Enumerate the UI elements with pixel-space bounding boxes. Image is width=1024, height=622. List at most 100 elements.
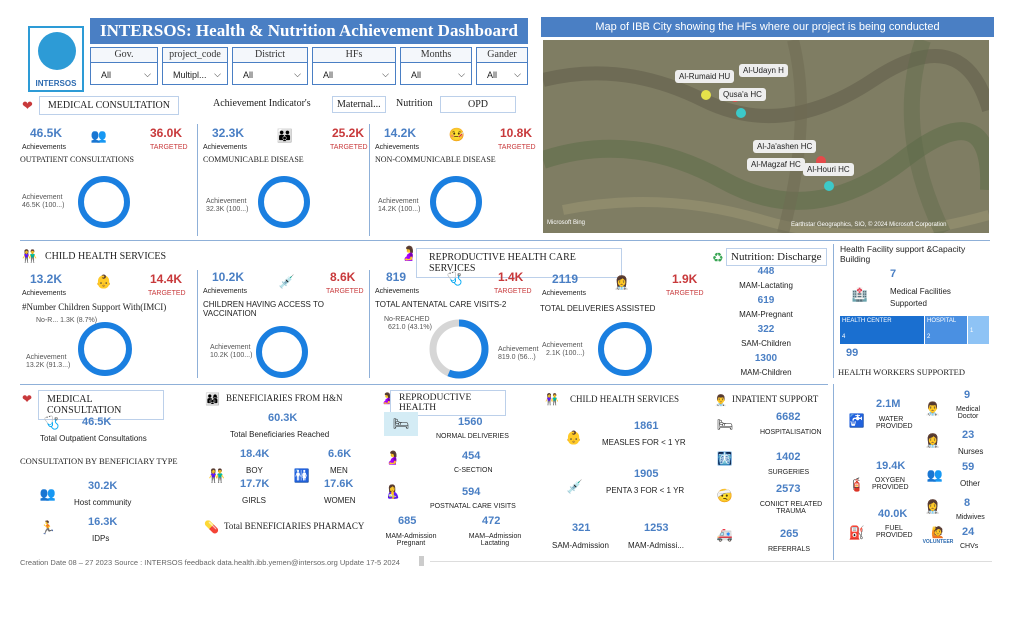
no-reached-value: 621.0 (43.1%) [388, 324, 432, 331]
outpatient-ring [78, 176, 130, 228]
host-label: Host community [74, 498, 132, 507]
hf-marker[interactable] [736, 108, 746, 118]
vaccination-ring [256, 326, 308, 378]
tab-nutrition[interactable]: Nutrition [396, 98, 433, 109]
bar-other[interactable]: 1 [968, 316, 989, 344]
idp-label: IDPs [92, 534, 110, 543]
hf-marker[interactable] [824, 181, 834, 191]
map[interactable]: Al-Udayn H Al-Rumaid HU Qusa'a HC Al-Ja'… [543, 40, 989, 233]
bottom-repro-title: REPRODUCTIVE HEALTH [390, 390, 506, 416]
measles-value: 1861 [634, 420, 659, 432]
normal-deliveries-label: NORMAL DELIVERIES [436, 433, 509, 440]
filter-gov[interactable]: Gov. All ⌵ [90, 47, 158, 85]
hf-marker[interactable] [816, 156, 826, 166]
measles-label: MEASLES FOR < 1 YR [602, 438, 686, 447]
nut-value: 448 [757, 266, 775, 277]
workers-count: 99 [846, 347, 859, 359]
beneficiary-type-title: CONSULTATION BY BENEFICIARY TYPE [20, 456, 178, 466]
nutrition-list: 448 MAM-Lactating 619 MAM-Pregnant 322 S… [728, 266, 804, 377]
group-icon: 👥 [926, 467, 944, 482]
facility-count: 7 [890, 268, 897, 280]
mam-pregnant-value: 685 [398, 515, 417, 527]
divider [369, 270, 370, 378]
bottom-child-title: CHILD HEALTH SERVICES [570, 394, 679, 404]
filter-months[interactable]: Months All ⌵ [400, 47, 472, 85]
bottom-outpatient-label: Total Outpatient Consultations [40, 434, 147, 443]
postnatal-value: 594 [462, 486, 481, 498]
oxygen-value: 19.4K [876, 460, 906, 472]
map-pin-label: Al-Rumaid HU [675, 70, 735, 83]
map-pin-label: Al-Magzaf HC [747, 158, 805, 171]
sick-face-icon: 🤒 [448, 127, 466, 142]
sam-label: SAM-Admission [552, 541, 609, 550]
doctor-patient-icon: 👥 [90, 128, 108, 143]
filter-project-code[interactable]: project_code Multipl... ⌵ [162, 47, 228, 85]
communicable-achieved: 32.3K [212, 126, 245, 140]
water-label: WATER PROVIDED [876, 416, 913, 430]
bar-hospital[interactable]: HOSPITAL 2 [925, 316, 967, 344]
logo-text: INTERSOS [35, 79, 77, 88]
boy-label: BOY [246, 466, 263, 475]
filter-hfs[interactable]: HFs All ⌵ [312, 47, 396, 85]
total-beneficiaries-value: 60.3K [268, 412, 298, 424]
map-attribution: Earthstar Geographics, SIO, © 2024 Micro… [791, 222, 947, 228]
filter-district[interactable]: District All ⌵ [232, 47, 308, 85]
ring-value: 13.2K (91.3...) [26, 362, 71, 369]
nut-label: SAM-Children [741, 339, 791, 348]
vaccine-vial-icon: 💉 [566, 479, 584, 494]
ach-label: Achievements [203, 144, 247, 151]
tab-achievement-indicators[interactable]: Achievement Indicator's [213, 98, 311, 109]
intersos-logo: INTERSOS [28, 26, 84, 92]
boy-value: 18.4K [240, 448, 270, 460]
page-title: INTERSOS: Health & Nutrition Achievement… [90, 18, 528, 44]
mam-children-label: MAM-Admissi... [628, 541, 684, 550]
volunteer-icon: 🙋 VOLUNTEER [922, 527, 954, 545]
tab-maternal[interactable]: Maternal... [332, 96, 386, 113]
ach-label: Achievements [375, 144, 419, 151]
map-pin-label: Al-Ja'ashen HC [753, 140, 817, 153]
scrollbar[interactable] [419, 556, 424, 566]
map-pin-label: Qusa'a HC [719, 88, 766, 101]
antenatal-name: TOTAL ANTENATAL CARE VISITS-2 [375, 300, 507, 309]
divider [197, 124, 198, 236]
nut-value: 1300 [754, 353, 778, 364]
c-section-value: 454 [462, 450, 481, 462]
map-pin-label: Al-Houri HC [803, 163, 854, 176]
communicable-ring [258, 176, 310, 228]
people-icon: 👪 [276, 128, 294, 143]
filter-gander[interactable]: Gander All ⌵ [476, 47, 528, 85]
mam-lactating-value: 472 [482, 515, 501, 527]
imci-target: 14.4K [150, 272, 183, 286]
walking-person-icon: 🏃 [39, 520, 57, 535]
ultrasound-icon: 🩺 [446, 271, 464, 286]
tab-opd[interactable]: OPD [440, 96, 516, 113]
outpatient-target: 36.0K [150, 126, 183, 140]
deliveries-ring [598, 322, 652, 376]
host-value: 30.2K [88, 480, 118, 492]
trauma-label: CONIICT RELATED TRAUMA [759, 501, 823, 515]
fuel-label: FUEL PROVIDED [876, 525, 913, 539]
men-value: 6.6K [328, 448, 352, 460]
inpatient-title: INPATIENT SUPPORT [732, 394, 819, 404]
midwives-label: Midwives [956, 514, 985, 521]
ring-value: 10.2K (100...) [210, 352, 253, 359]
nurse-icon: 👩‍⚕️ [613, 275, 631, 290]
bar-health-center[interactable]: HEALTH CENTER 4 [840, 316, 924, 344]
doctor-label: Medical Doctor [955, 406, 981, 420]
antenatal-donut [429, 319, 489, 379]
nut-value: 619 [757, 295, 775, 306]
ring-label: Achievement [22, 194, 63, 201]
ring-value: 819.0 (56...) [498, 354, 536, 361]
tgt-label: TARGETED [326, 288, 364, 295]
pharmacy-label: Total BENEFICIARIES PHARMACY [224, 521, 365, 531]
chevron-down-icon: ⌵ [294, 69, 301, 79]
chevron-down-icon: ⌵ [214, 69, 221, 79]
footer-line [430, 561, 992, 562]
inpatient-icon: 👨‍⚕️ [714, 395, 728, 407]
vaccination-achieved: 10.2K [212, 270, 245, 284]
children-icon: 👫 [208, 468, 226, 483]
hospital-icon: 🏥 [851, 287, 869, 302]
hf-marker[interactable] [701, 90, 711, 100]
ambulance-icon: 🚑 [716, 527, 734, 542]
ach-label: Achievements [22, 290, 66, 297]
